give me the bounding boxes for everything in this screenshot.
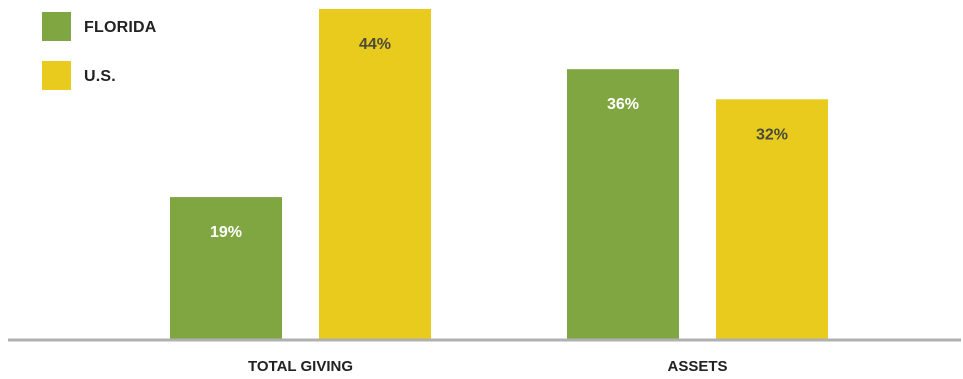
category-label-2: ASSETS: [667, 358, 727, 375]
category-label-1: TOTAL GIVING: [248, 358, 353, 375]
bars: 19% 44% 36% 32%: [170, 9, 828, 340]
value-label-1-1: 19%: [210, 224, 242, 241]
bar-1-1: [170, 197, 282, 340]
value-label-1-2: 44%: [359, 36, 391, 53]
value-label-2-1: 36%: [607, 96, 639, 113]
legend-swatch-2: [42, 61, 71, 90]
legend: FLORIDA U.S.: [42, 12, 157, 90]
bar-2-1: [567, 69, 679, 340]
value-label-2-2: 32%: [756, 126, 788, 143]
bar-2-2: [716, 99, 828, 340]
legend-label-1: FLORIDA: [84, 19, 157, 36]
legend-label-2: U.S.: [84, 68, 116, 85]
category-labels: TOTAL GIVING ASSETS: [248, 358, 728, 375]
bar-1-2: [319, 9, 431, 340]
legend-swatch-1: [42, 12, 71, 41]
